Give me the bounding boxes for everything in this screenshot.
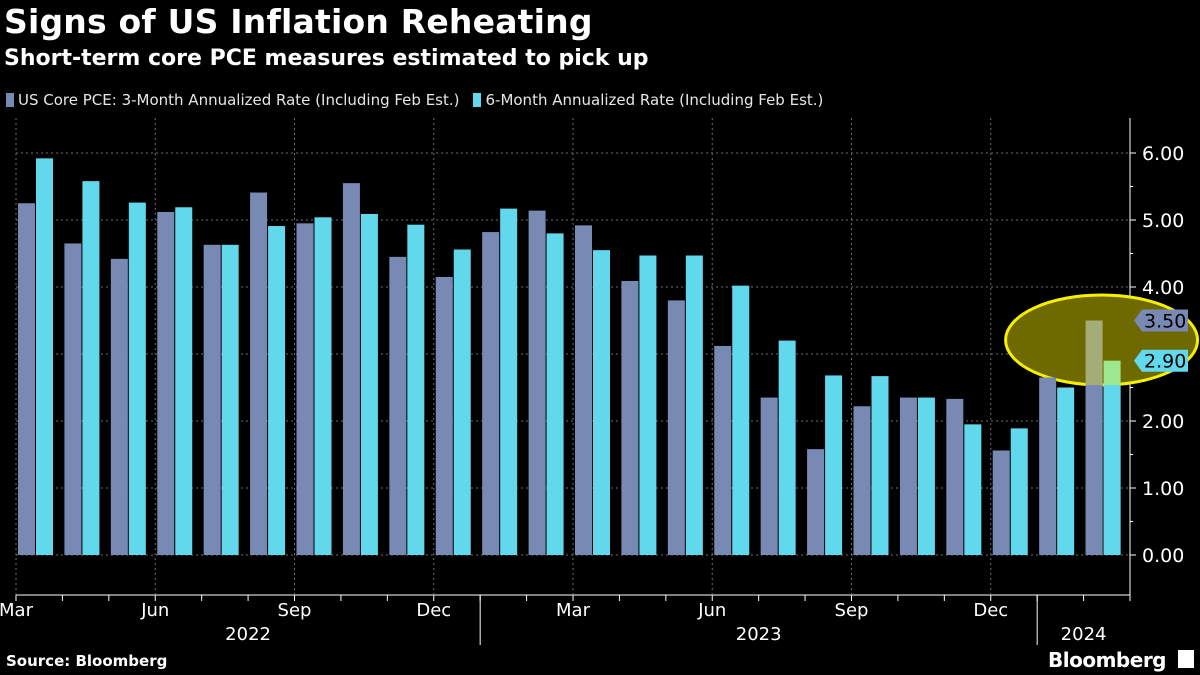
bar-6m-lower-segment	[1103, 385, 1121, 555]
bar-3m-aug-2022	[250, 192, 268, 555]
latest-value-tag-0	[1134, 309, 1188, 332]
bar-6m-dec-2023	[1010, 428, 1028, 555]
x-tick-label: Dec	[973, 600, 1008, 621]
x-tick-label: Dec	[416, 600, 451, 621]
x-year-label: 2023	[736, 624, 782, 645]
bar-3m-sep-2022	[296, 223, 314, 555]
bar-6m-feb-2023	[546, 233, 564, 555]
bar-3m-jun-2023	[714, 345, 732, 555]
bar-6m-mar-2022	[36, 158, 53, 556]
y-tick-label: 5.00	[1142, 210, 1184, 232]
bar-6m-nov-2023	[964, 424, 982, 555]
chart-title: Signs of US Inflation Reheating	[4, 2, 593, 41]
y-tick-label: 4.00	[1142, 277, 1184, 299]
latest-value-label-1: 2.90	[1144, 351, 1186, 373]
bar-3m-may-2022	[110, 258, 128, 555]
bar-6m-sep-2022	[314, 217, 332, 555]
legend-label-3m: US Core PCE: 3-Month Annualized Rate (In…	[18, 91, 460, 109]
bar-6m-jan-2023	[500, 208, 518, 556]
bar-3m-jun-2022	[157, 211, 175, 555]
x-year-label: 2022	[225, 624, 271, 645]
x-tick-label: Sep	[278, 600, 312, 621]
bar-3m-dec-2022	[435, 276, 453, 555]
bar-3m-mar-2022	[18, 203, 35, 555]
legend-item-3m: US Core PCE: 3-Month Annualized Rate (In…	[6, 91, 459, 109]
x-tick-label: Jun	[140, 600, 169, 621]
y-tick-label: 6.00	[1142, 143, 1184, 165]
legend-item-6m: 6-Month Annualized Rate (Including Feb E…	[473, 91, 823, 109]
bar-3m-feb-2023	[528, 210, 546, 555]
bar-3m-nov-2022	[389, 256, 407, 555]
bar-3m-jul-2022	[203, 244, 221, 556]
y-tick-label: 0.00	[1142, 545, 1184, 567]
bar-3m-apr-2022	[64, 243, 82, 555]
bar-6m-sep-2023	[871, 376, 889, 555]
bar-3m-oct-2023	[899, 397, 917, 555]
bar-3m-apr-2023	[621, 280, 639, 555]
bar-6m-oct-2022	[360, 213, 378, 555]
chart-subtitle: Short-term core PCE measures estimated t…	[4, 46, 649, 71]
bar-6m-apr-2022	[82, 181, 100, 555]
latest-value-label-0: 3.50	[1144, 311, 1186, 333]
bloomberg-icon	[1178, 650, 1194, 668]
bar-6m-oct-2023	[917, 397, 935, 555]
x-year-label: 2024	[1061, 624, 1107, 645]
x-tick-label: Mar	[556, 600, 591, 621]
x-tick-label: Jun	[697, 600, 726, 621]
bar-6m-aug-2022	[268, 226, 286, 555]
bar-6m-jun-2022	[175, 207, 193, 555]
bar-6m-may-2023	[685, 255, 703, 555]
bar-6m-jul-2022	[221, 244, 239, 556]
bar-3m-jul-2023	[760, 397, 778, 555]
bar-6m-mar-2023	[593, 250, 610, 555]
y-tick-label: 2.00	[1142, 411, 1184, 433]
bar-6m-jun-2023	[732, 285, 750, 555]
bar-3m-jan-2024	[1039, 377, 1057, 555]
bar-3m-jan-2023	[482, 232, 500, 555]
source-note: Source: Bloomberg	[6, 652, 168, 670]
legend-swatch-3m	[6, 93, 14, 107]
bar-6m-may-2022	[128, 202, 146, 555]
bar-6m-dec-2022	[453, 249, 471, 556]
bar-3m-sep-2023	[853, 406, 871, 555]
bar-6m-jan-2024	[1057, 387, 1075, 555]
y-tick-label: 1.00	[1142, 478, 1184, 500]
legend-label-6m: 6-Month Annualized Rate (Including Feb E…	[485, 91, 824, 109]
bar-6m-jul-2023	[778, 340, 796, 555]
bar-3m-oct-2022	[342, 183, 360, 555]
bar-3m-lower-segment	[1085, 385, 1103, 555]
bar-6m-aug-2023	[825, 375, 843, 555]
bar-3m-aug-2023	[807, 449, 825, 555]
legend: US Core PCE: 3-Month Annualized Rate (In…	[6, 91, 823, 109]
legend-swatch-6m	[473, 93, 482, 107]
x-tick-label: Sep	[835, 600, 869, 621]
bar-6m-nov-2022	[407, 224, 425, 555]
bar-6m-apr-2023	[639, 255, 657, 555]
bar-3m-mar-2023	[575, 225, 592, 556]
bar-3m-nov-2023	[946, 398, 964, 555]
bar-3m-dec-2023	[992, 450, 1010, 555]
brand-logo: Bloomberg	[1048, 648, 1166, 672]
latest-value-tag-1	[1134, 349, 1188, 372]
x-tick-label: Mar	[0, 600, 34, 621]
bar-3m-may-2023	[667, 300, 685, 555]
